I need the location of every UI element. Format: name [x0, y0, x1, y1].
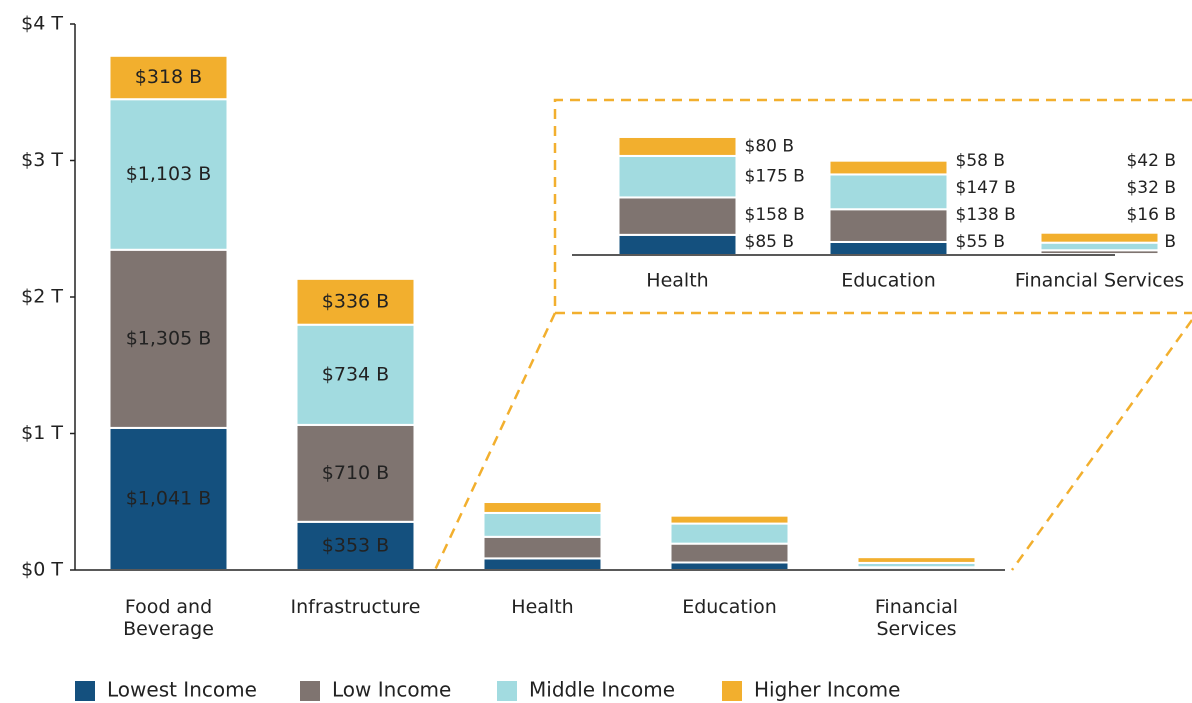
value-label: $734 B	[322, 363, 389, 385]
value-label: $158 B	[745, 205, 805, 225]
bar-segment	[295, 277, 416, 326]
bar-segment	[617, 154, 738, 199]
bar-segment	[482, 557, 603, 572]
y-tick-label: $2 T	[21, 286, 63, 308]
zoom-frame	[433, 98, 1192, 571]
value-label: $55 B	[956, 232, 1006, 252]
bar-segment	[617, 135, 738, 157]
value-label: $32 B	[1126, 178, 1176, 198]
value-label: $710 B	[322, 462, 389, 484]
bar-segment	[669, 514, 790, 525]
bar-segment	[828, 208, 949, 243]
legend-label: Low Income	[332, 678, 451, 702]
value-label: $58 B	[956, 151, 1006, 171]
x-tick-label: Infrastructure	[290, 596, 420, 618]
y-tick-label: $3 T	[21, 149, 63, 171]
value-label: $42 B	[1126, 151, 1176, 171]
y-tick-label: $4 T	[21, 13, 63, 35]
bar-segment	[108, 54, 229, 101]
value-label: $80 B	[745, 136, 795, 156]
value-label: $318 B	[135, 66, 202, 88]
x-tick-label: Financial Services	[875, 596, 958, 640]
bar-segment	[482, 501, 603, 514]
bar-segment	[617, 233, 738, 256]
x-tick-label: Health	[511, 596, 573, 618]
bar-segment	[108, 248, 229, 429]
bar-segment	[856, 556, 977, 564]
legend-swatch	[722, 681, 742, 701]
legend-label: Higher Income	[754, 678, 900, 702]
bar-segment	[828, 159, 949, 176]
bar-segment	[295, 520, 416, 571]
bar-segment	[482, 511, 603, 538]
legend-swatch	[75, 681, 95, 701]
y-tick-label: $0 T	[21, 559, 63, 581]
value-label: $138 B	[956, 205, 1016, 225]
zoom-line	[1010, 319, 1192, 571]
bar-segment	[828, 173, 949, 211]
bar-segment	[828, 240, 949, 256]
x-tick-label: Education	[682, 596, 777, 618]
value-label: $147 B	[956, 178, 1016, 198]
value-label: $85 B	[745, 232, 795, 252]
zoom-line	[433, 312, 557, 571]
bar-segment	[1039, 231, 1160, 244]
value-label: $353 B	[322, 534, 389, 556]
bar-segment	[617, 196, 738, 236]
bar-segment	[108, 98, 229, 251]
legend-label: Middle Income	[529, 678, 675, 702]
value-label: $336 B	[322, 290, 389, 312]
x-tick-label: Food and Beverage	[123, 596, 214, 640]
bar-segment	[295, 423, 416, 523]
bar-segment	[1039, 241, 1160, 252]
legend-label: Lowest Income	[107, 678, 257, 702]
legend-swatch	[497, 681, 517, 701]
value-label: $16 B	[1126, 205, 1176, 225]
value-label: $175 B	[745, 167, 805, 187]
value-label: $1,103 B	[126, 163, 212, 185]
y-tick-label: $1 T	[21, 422, 63, 444]
bar-segment	[295, 323, 416, 426]
x-tick-label: Health	[646, 270, 708, 292]
x-tick-label: Education	[841, 270, 936, 292]
legend-swatch	[300, 681, 320, 701]
bar-segment	[669, 542, 790, 564]
bar-segment	[669, 561, 790, 571]
bar-segment	[669, 522, 790, 545]
value-label: $1,305 B	[126, 327, 212, 349]
bar-segment	[482, 535, 603, 560]
value-label: $1,041 B	[126, 487, 212, 509]
x-tick-label: Financial Services	[1015, 270, 1184, 292]
